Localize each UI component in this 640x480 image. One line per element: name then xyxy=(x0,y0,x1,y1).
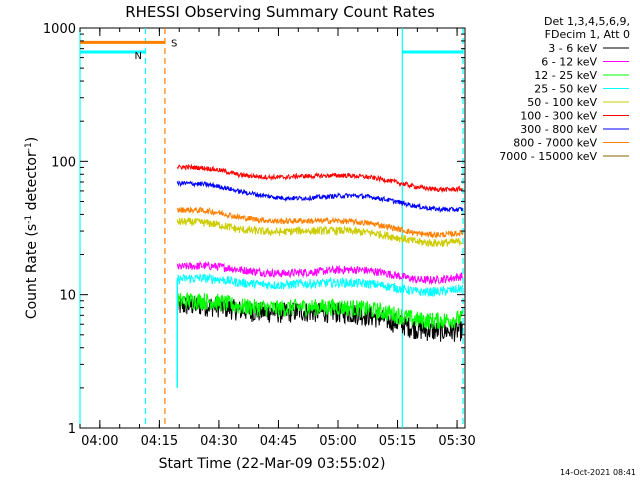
x-tick-label: 04:30 xyxy=(200,434,237,449)
legend-label: 800 - 7000 keV xyxy=(513,137,597,150)
legend-label: 100 - 300 keV xyxy=(520,110,597,123)
x-tick-label: 04:15 xyxy=(141,434,178,449)
x-axis-ticks: 04:00 04:15 04:30 04:45 05:00 05:15 05:30 xyxy=(79,28,476,449)
series-line xyxy=(176,163,463,194)
y-axis-ticks: 1 10 100 1000 xyxy=(43,22,465,437)
y-tick-label: 10 xyxy=(59,289,76,304)
legend-label: 6 - 12 keV xyxy=(541,56,597,69)
series-line xyxy=(176,217,463,248)
annotation-bars: SN xyxy=(80,38,464,62)
y-label-sup1: -1 xyxy=(24,215,34,224)
series-line xyxy=(176,206,463,239)
legend-label: 3 - 6 keV xyxy=(548,42,597,55)
y-tick-label: 1000 xyxy=(43,22,76,37)
legend-label: 25 - 50 keV xyxy=(534,83,597,96)
y-tick-label: 100 xyxy=(51,155,76,170)
y-label-mid: detector xyxy=(24,151,40,215)
y-label-end: ) xyxy=(24,137,40,142)
series-line xyxy=(176,272,463,297)
legend: Det 1,3,4,5,6,9, FDecim 1, Att 0 3 - 6 k… xyxy=(499,15,630,163)
legend-header-2: FDecim 1, Att 0 xyxy=(545,28,630,41)
y-axis-label: Count Rate (s-1 detector-1) xyxy=(24,137,40,319)
legend-header-1: Det 1,3,4,5,6,9, xyxy=(544,15,630,28)
legend-label: 12 - 25 keV xyxy=(534,69,597,82)
legend-label: 50 - 100 keV xyxy=(527,96,597,109)
y-tick-label: 1 xyxy=(68,422,76,437)
legend-label: 300 - 800 keV xyxy=(520,123,597,136)
series-line xyxy=(176,291,463,330)
series-line xyxy=(176,260,463,286)
x-tick-label: 05:00 xyxy=(319,434,356,449)
x-tick-label: 04:00 xyxy=(81,434,118,449)
x-tick-label: 04:45 xyxy=(260,434,297,449)
timestamp: 14-Oct-2021 08:41 xyxy=(560,468,636,477)
annotation-label: S xyxy=(171,38,177,49)
annotation-label: N xyxy=(134,51,141,62)
plot-frame xyxy=(79,27,466,429)
x-axis-label: Start Time (22-Mar-09 03:55:02) xyxy=(159,456,386,472)
x-tick-label: 05:15 xyxy=(379,434,416,449)
legend-label: 7000 - 15000 keV xyxy=(499,150,597,163)
series-lines xyxy=(176,163,463,388)
chart-title: RHESSI Observing Summary Count Rates xyxy=(125,3,435,21)
vertical-lines xyxy=(79,28,464,428)
x-tick-label: 05:30 xyxy=(438,434,475,449)
y-label-part1: Count Rate (s xyxy=(24,224,40,319)
series-line xyxy=(176,180,463,214)
y-label-sup2: -1 xyxy=(24,142,34,151)
